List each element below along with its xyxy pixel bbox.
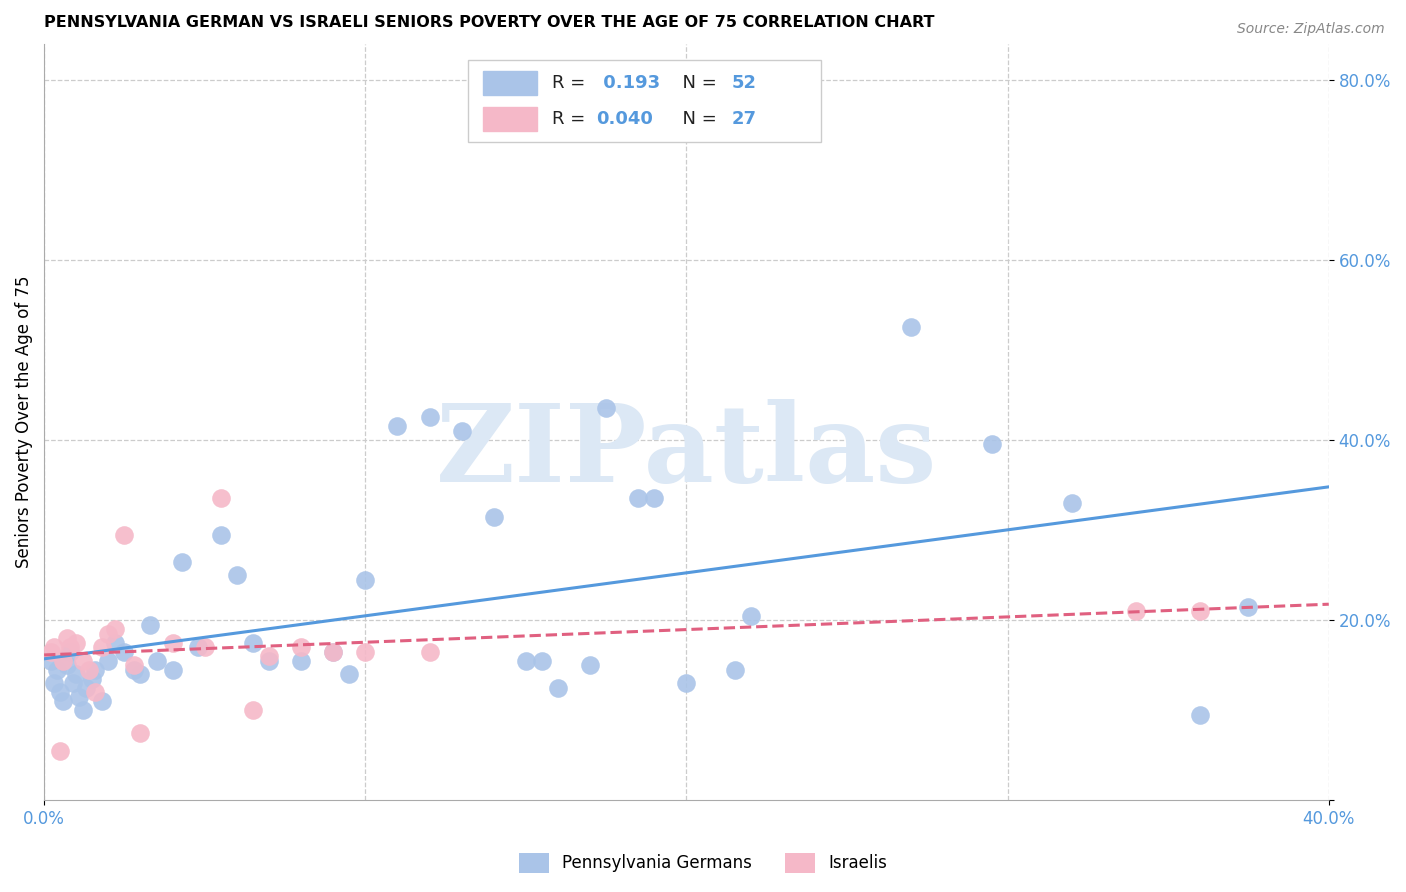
Point [82, 672, 104, 686]
Point [122, 663, 145, 677]
Point [187, 640, 209, 654]
Point [39, 654, 62, 668]
Point [139, 617, 162, 632]
Point [723, 663, 745, 677]
Point [675, 676, 697, 690]
Point [49, 685, 72, 699]
Legend: Pennsylvania Germans, Israelis: Pennsylvania Germans, Israelis [512, 847, 894, 880]
Point [209, 527, 232, 541]
Point [104, 622, 127, 636]
Point [84, 685, 107, 699]
Text: N =: N = [671, 111, 723, 128]
Point [900, 320, 922, 334]
Point [129, 667, 152, 681]
Point [55, 631, 77, 645]
Point [547, 681, 569, 695]
Point [980, 437, 1002, 451]
Text: R =: R = [551, 74, 591, 92]
Point [97, 654, 120, 668]
Bar [484, 70, 537, 95]
Point [112, 645, 135, 659]
Point [242, 635, 264, 649]
Point [52, 654, 75, 668]
Point [129, 725, 152, 739]
Point [1125, 604, 1147, 618]
Point [530, 654, 553, 668]
Text: 27: 27 [731, 111, 756, 128]
Point [65, 635, 87, 649]
Point [49, 744, 72, 758]
Point [145, 654, 167, 668]
Point [90, 694, 112, 708]
Point [172, 555, 194, 569]
Point [39, 645, 62, 659]
Point [257, 654, 280, 668]
Point [77, 663, 100, 677]
Point [627, 491, 650, 506]
Point [69, 690, 91, 704]
Point [579, 658, 602, 673]
Point [1189, 707, 1212, 722]
Point [72, 654, 94, 668]
Point [354, 573, 377, 587]
Point [387, 419, 409, 434]
Point [162, 635, 184, 649]
Bar [484, 107, 537, 131]
Point [1189, 604, 1212, 618]
Point [1060, 496, 1083, 510]
Point [515, 654, 537, 668]
Point [450, 424, 472, 438]
Point [418, 645, 440, 659]
Y-axis label: Seniors Poverty Over the Age of 75: Seniors Poverty Over the Age of 75 [15, 276, 32, 568]
Point [55, 658, 77, 673]
Point [62, 676, 84, 690]
FancyBboxPatch shape [468, 61, 821, 142]
Point [290, 640, 312, 654]
Point [337, 667, 360, 681]
Text: Source: ZipAtlas.com: Source: ZipAtlas.com [1237, 22, 1385, 37]
Text: 52: 52 [731, 74, 756, 92]
Point [42, 640, 65, 654]
Text: PENNSYLVANIA GERMAN VS ISRAELI SENIORS POVERTY OVER THE AGE OF 75 CORRELATION CH: PENNSYLVANIA GERMAN VS ISRAELI SENIORS P… [44, 15, 935, 30]
Point [65, 667, 87, 681]
Point [482, 509, 505, 524]
Point [225, 568, 247, 582]
Point [52, 694, 75, 708]
Point [59, 645, 82, 659]
Text: R =: R = [551, 111, 591, 128]
Point [322, 645, 344, 659]
Point [740, 608, 762, 623]
Text: N =: N = [671, 74, 723, 92]
Point [209, 491, 232, 506]
Point [322, 645, 344, 659]
Point [97, 626, 120, 640]
Point [104, 635, 127, 649]
Point [1237, 599, 1260, 614]
Text: 0.040: 0.040 [596, 111, 654, 128]
Point [90, 640, 112, 654]
Point [42, 676, 65, 690]
Point [290, 654, 312, 668]
Point [84, 663, 107, 677]
Point [595, 401, 617, 416]
Point [112, 527, 135, 541]
Point [194, 640, 217, 654]
Point [59, 640, 82, 654]
Text: ZIPatlas: ZIPatlas [436, 400, 938, 505]
Point [257, 649, 280, 664]
Point [72, 703, 94, 717]
Point [122, 658, 145, 673]
Point [46, 663, 69, 677]
Text: 0.193: 0.193 [596, 74, 659, 92]
Point [643, 491, 665, 506]
Point [418, 410, 440, 425]
Point [242, 703, 264, 717]
Point [162, 663, 184, 677]
Point [75, 681, 97, 695]
Point [354, 645, 377, 659]
